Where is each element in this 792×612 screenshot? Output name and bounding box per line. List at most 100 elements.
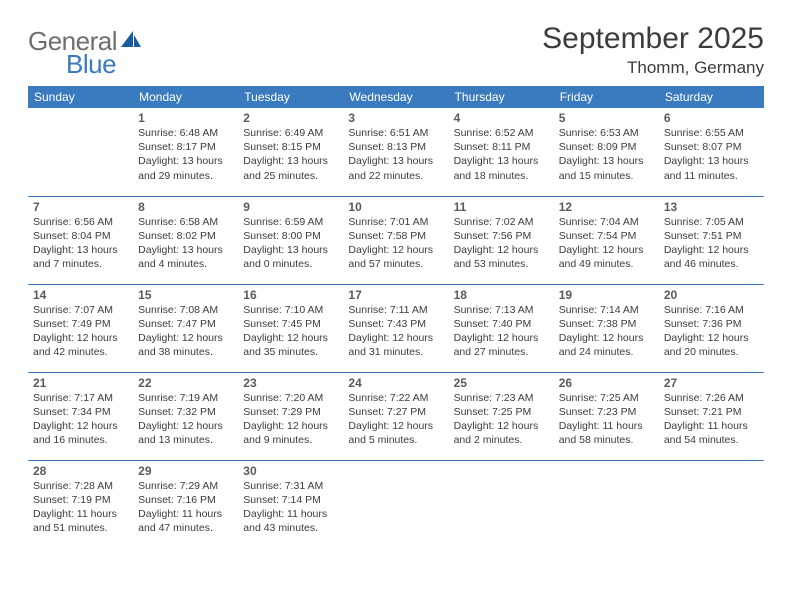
day-info: Sunrise: 6:55 AMSunset: 8:07 PMDaylight:… xyxy=(664,126,759,183)
day-number: 22 xyxy=(138,376,233,390)
day-number: 7 xyxy=(33,200,128,214)
calendar-day-cell: 5Sunrise: 6:53 AMSunset: 8:09 PMDaylight… xyxy=(554,108,659,196)
day-info: Sunrise: 7:26 AMSunset: 7:21 PMDaylight:… xyxy=(664,391,759,448)
day-number: 9 xyxy=(243,200,338,214)
day-number: 4 xyxy=(454,111,549,125)
calendar-week-row: 14Sunrise: 7:07 AMSunset: 7:49 PMDayligh… xyxy=(28,284,764,372)
day-info: Sunrise: 6:53 AMSunset: 8:09 PMDaylight:… xyxy=(559,126,654,183)
title-block: September 2025 Thomm, Germany xyxy=(542,22,764,78)
calendar-empty-cell xyxy=(343,460,448,548)
calendar-day-cell: 13Sunrise: 7:05 AMSunset: 7:51 PMDayligh… xyxy=(659,196,764,284)
calendar-day-cell: 22Sunrise: 7:19 AMSunset: 7:32 PMDayligh… xyxy=(133,372,238,460)
day-number: 21 xyxy=(33,376,128,390)
day-number: 23 xyxy=(243,376,338,390)
day-number: 17 xyxy=(348,288,443,302)
calendar-table: SundayMondayTuesdayWednesdayThursdayFrid… xyxy=(28,86,764,548)
day-number: 1 xyxy=(138,111,233,125)
day-number: 2 xyxy=(243,111,338,125)
day-number: 27 xyxy=(664,376,759,390)
calendar-day-cell: 19Sunrise: 7:14 AMSunset: 7:38 PMDayligh… xyxy=(554,284,659,372)
day-number: 11 xyxy=(454,200,549,214)
calendar-day-cell: 29Sunrise: 7:29 AMSunset: 7:16 PMDayligh… xyxy=(133,460,238,548)
day-info: Sunrise: 7:02 AMSunset: 7:56 PMDaylight:… xyxy=(454,215,549,272)
day-info: Sunrise: 7:22 AMSunset: 7:27 PMDaylight:… xyxy=(348,391,443,448)
day-number: 19 xyxy=(559,288,654,302)
weekday-header: Saturday xyxy=(659,86,764,108)
calendar-day-cell: 25Sunrise: 7:23 AMSunset: 7:25 PMDayligh… xyxy=(449,372,554,460)
day-number: 16 xyxy=(243,288,338,302)
calendar-day-cell: 23Sunrise: 7:20 AMSunset: 7:29 PMDayligh… xyxy=(238,372,343,460)
calendar-day-cell: 1Sunrise: 6:48 AMSunset: 8:17 PMDaylight… xyxy=(133,108,238,196)
day-info: Sunrise: 6:58 AMSunset: 8:02 PMDaylight:… xyxy=(138,215,233,272)
day-info: Sunrise: 7:01 AMSunset: 7:58 PMDaylight:… xyxy=(348,215,443,272)
calendar-week-row: 7Sunrise: 6:56 AMSunset: 8:04 PMDaylight… xyxy=(28,196,764,284)
day-number: 8 xyxy=(138,200,233,214)
day-number: 24 xyxy=(348,376,443,390)
day-info: Sunrise: 7:10 AMSunset: 7:45 PMDaylight:… xyxy=(243,303,338,360)
day-number: 10 xyxy=(348,200,443,214)
month-title: September 2025 xyxy=(542,22,764,56)
day-info: Sunrise: 7:19 AMSunset: 7:32 PMDaylight:… xyxy=(138,391,233,448)
calendar-page: General Blue September 2025 Thomm, Germa… xyxy=(0,0,792,570)
day-info: Sunrise: 7:11 AMSunset: 7:43 PMDaylight:… xyxy=(348,303,443,360)
calendar-day-cell: 10Sunrise: 7:01 AMSunset: 7:58 PMDayligh… xyxy=(343,196,448,284)
calendar-day-cell: 3Sunrise: 6:51 AMSunset: 8:13 PMDaylight… xyxy=(343,108,448,196)
day-number: 25 xyxy=(454,376,549,390)
day-number: 30 xyxy=(243,464,338,478)
day-info: Sunrise: 7:04 AMSunset: 7:54 PMDaylight:… xyxy=(559,215,654,272)
weekday-header: Friday xyxy=(554,86,659,108)
weekday-header: Sunday xyxy=(28,86,133,108)
calendar-day-cell: 21Sunrise: 7:17 AMSunset: 7:34 PMDayligh… xyxy=(28,372,133,460)
calendar-day-cell: 8Sunrise: 6:58 AMSunset: 8:02 PMDaylight… xyxy=(133,196,238,284)
location-label: Thomm, Germany xyxy=(542,58,764,78)
day-info: Sunrise: 6:52 AMSunset: 8:11 PMDaylight:… xyxy=(454,126,549,183)
weekday-header: Monday xyxy=(133,86,238,108)
day-number: 14 xyxy=(33,288,128,302)
day-info: Sunrise: 7:13 AMSunset: 7:40 PMDaylight:… xyxy=(454,303,549,360)
calendar-day-cell: 7Sunrise: 6:56 AMSunset: 8:04 PMDaylight… xyxy=(28,196,133,284)
day-info: Sunrise: 6:51 AMSunset: 8:13 PMDaylight:… xyxy=(348,126,443,183)
calendar-week-row: 28Sunrise: 7:28 AMSunset: 7:19 PMDayligh… xyxy=(28,460,764,548)
calendar-empty-cell xyxy=(449,460,554,548)
calendar-day-cell: 26Sunrise: 7:25 AMSunset: 7:23 PMDayligh… xyxy=(554,372,659,460)
calendar-day-cell: 11Sunrise: 7:02 AMSunset: 7:56 PMDayligh… xyxy=(449,196,554,284)
day-info: Sunrise: 7:28 AMSunset: 7:19 PMDaylight:… xyxy=(33,479,128,536)
day-info: Sunrise: 6:56 AMSunset: 8:04 PMDaylight:… xyxy=(33,215,128,272)
calendar-day-cell: 2Sunrise: 6:49 AMSunset: 8:15 PMDaylight… xyxy=(238,108,343,196)
day-info: Sunrise: 7:07 AMSunset: 7:49 PMDaylight:… xyxy=(33,303,128,360)
day-number: 26 xyxy=(559,376,654,390)
day-number: 18 xyxy=(454,288,549,302)
day-info: Sunrise: 7:31 AMSunset: 7:14 PMDaylight:… xyxy=(243,479,338,536)
day-number: 28 xyxy=(33,464,128,478)
calendar-empty-cell xyxy=(554,460,659,548)
day-info: Sunrise: 7:25 AMSunset: 7:23 PMDaylight:… xyxy=(559,391,654,448)
calendar-day-cell: 20Sunrise: 7:16 AMSunset: 7:36 PMDayligh… xyxy=(659,284,764,372)
calendar-day-cell: 28Sunrise: 7:28 AMSunset: 7:19 PMDayligh… xyxy=(28,460,133,548)
calendar-week-row: 21Sunrise: 7:17 AMSunset: 7:34 PMDayligh… xyxy=(28,372,764,460)
day-info: Sunrise: 7:08 AMSunset: 7:47 PMDaylight:… xyxy=(138,303,233,360)
calendar-week-row: 1Sunrise: 6:48 AMSunset: 8:17 PMDaylight… xyxy=(28,108,764,196)
calendar-body: 1Sunrise: 6:48 AMSunset: 8:17 PMDaylight… xyxy=(28,108,764,548)
calendar-day-cell: 17Sunrise: 7:11 AMSunset: 7:43 PMDayligh… xyxy=(343,284,448,372)
calendar-day-cell: 16Sunrise: 7:10 AMSunset: 7:45 PMDayligh… xyxy=(238,284,343,372)
weekday-header: Tuesday xyxy=(238,86,343,108)
brand-logo: General Blue xyxy=(28,22,143,80)
day-info: Sunrise: 7:29 AMSunset: 7:16 PMDaylight:… xyxy=(138,479,233,536)
day-number: 15 xyxy=(138,288,233,302)
day-number: 6 xyxy=(664,111,759,125)
day-number: 5 xyxy=(559,111,654,125)
calendar-empty-cell xyxy=(28,108,133,196)
day-info: Sunrise: 6:48 AMSunset: 8:17 PMDaylight:… xyxy=(138,126,233,183)
day-info: Sunrise: 7:23 AMSunset: 7:25 PMDaylight:… xyxy=(454,391,549,448)
day-info: Sunrise: 6:49 AMSunset: 8:15 PMDaylight:… xyxy=(243,126,338,183)
page-header: General Blue September 2025 Thomm, Germa… xyxy=(28,22,764,80)
weekday-header: Wednesday xyxy=(343,86,448,108)
day-info: Sunrise: 7:16 AMSunset: 7:36 PMDaylight:… xyxy=(664,303,759,360)
calendar-day-cell: 24Sunrise: 7:22 AMSunset: 7:27 PMDayligh… xyxy=(343,372,448,460)
day-info: Sunrise: 6:59 AMSunset: 8:00 PMDaylight:… xyxy=(243,215,338,272)
day-number: 12 xyxy=(559,200,654,214)
calendar-day-cell: 9Sunrise: 6:59 AMSunset: 8:00 PMDaylight… xyxy=(238,196,343,284)
weekday-header: Thursday xyxy=(449,86,554,108)
day-number: 13 xyxy=(664,200,759,214)
day-info: Sunrise: 7:17 AMSunset: 7:34 PMDaylight:… xyxy=(33,391,128,448)
